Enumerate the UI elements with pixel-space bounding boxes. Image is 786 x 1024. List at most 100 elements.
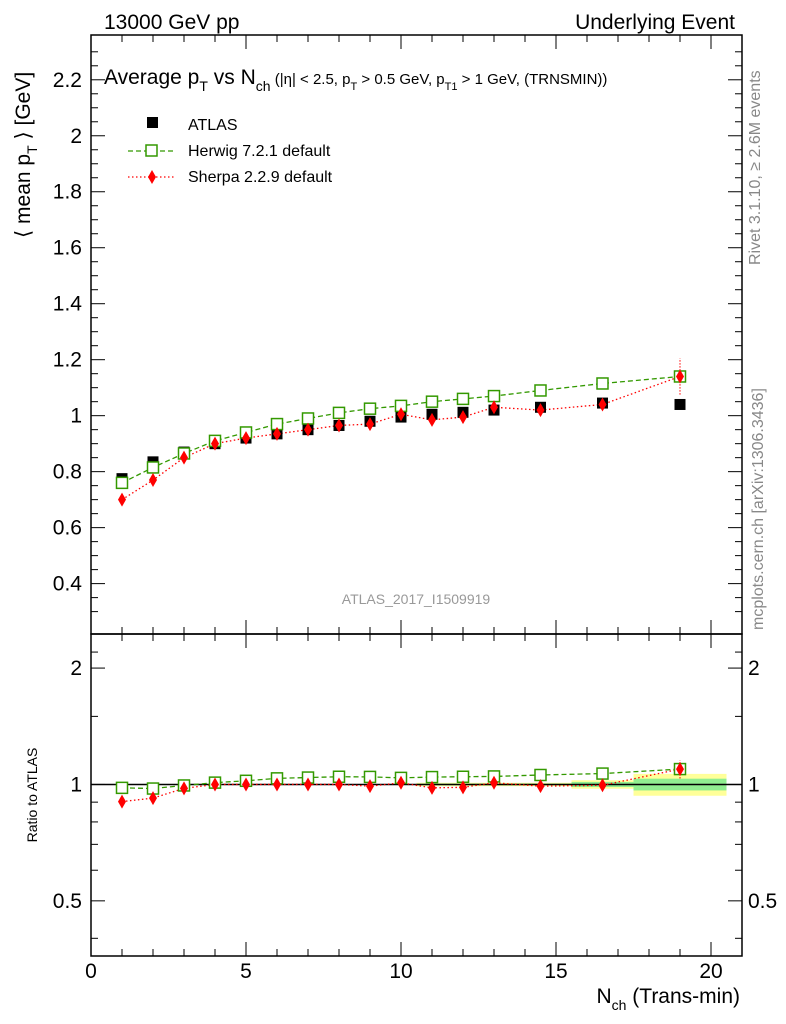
herwig-point <box>534 384 547 397</box>
header-left: 13000 GeV pp <box>104 11 239 34</box>
sherpa-point <box>242 431 250 446</box>
side-label-mcplots: mcplots.cern.ch [arXiv:1306.3436] <box>750 388 767 630</box>
x-tick-label: 0 <box>85 960 97 983</box>
title-cuts-3: > 1 GeV, (TRNSMIN)) <box>458 71 608 88</box>
legend-marker-herwig <box>145 144 158 157</box>
header-right: Underlying Event <box>575 11 735 34</box>
legend: ATLAS Herwig 7.2.1 default Sherpa 2.2.9 … <box>128 117 333 186</box>
sherpa-point <box>366 417 374 432</box>
y-axis-label-main: ⟨ mean pT ⟩ [GeV] <box>12 72 40 238</box>
sherpa-ratio-point <box>536 779 545 794</box>
y-axis-label-main-pre: ⟨ mean p <box>12 154 35 238</box>
title-cuts-1-sub: T <box>350 81 357 93</box>
herwig-point <box>487 389 501 403</box>
herwig-point <box>363 402 377 415</box>
sherpa-ratio-point <box>273 777 281 792</box>
x-tick-label: 15 <box>544 960 567 983</box>
sherpa-ratio-point <box>118 794 126 809</box>
sherpa-ratio-point <box>676 762 684 777</box>
y-tick-label: 0.8 <box>53 461 82 484</box>
side-label-rivet: Rivet 3.1.10, ≥ 2.6M events <box>747 70 764 265</box>
y-tick-label: 1.4 <box>53 293 83 316</box>
x-tick-label: 20 <box>699 960 722 983</box>
sherpa-point <box>211 436 219 451</box>
herwig-line <box>121 375 681 484</box>
legend-label-sherpa: Sherpa 2.2.9 default <box>188 169 333 186</box>
herwig-point <box>301 412 315 425</box>
sherpa-point <box>273 426 281 441</box>
ratio-tick-label-right: 2 <box>748 657 760 680</box>
tick-labels: 0 5 10 15 20 0.4 0.6 0.8 1 1.2 1.4 1.6 1.8 2 2.2 0.5 0.5… <box>53 69 777 983</box>
sherpa-point <box>676 369 684 384</box>
sherpa-line <box>121 375 681 501</box>
series-ratio <box>115 760 687 809</box>
sherpa-ratio-point <box>149 791 157 806</box>
sherpa-ratio-point <box>397 775 405 790</box>
x-tick-label: 5 <box>240 960 252 983</box>
y-tick-label: 1.8 <box>53 181 82 204</box>
series-main <box>115 358 687 507</box>
sherpa-point <box>397 407 405 422</box>
axis-ticks <box>90 35 743 956</box>
sherpa-ratio-point <box>490 775 498 790</box>
title-main: Average p <box>104 66 199 89</box>
herwig-point <box>456 392 470 406</box>
legend-marker-sherpa <box>148 170 156 184</box>
title-cuts-1: (|η| < 2.5, p <box>271 71 351 88</box>
herwig-point <box>425 395 439 408</box>
sherpa-point <box>118 492 126 507</box>
sherpa-point <box>149 473 157 488</box>
herwig-ratio-point <box>534 768 547 782</box>
sherpa-ratio-point <box>180 781 188 796</box>
y-tick-label: 0.6 <box>53 517 82 540</box>
title-vs-sub: ch <box>256 78 271 94</box>
sherpa-point <box>180 450 188 465</box>
x-axis-label-post: (Trans-min) <box>626 985 740 1008</box>
sherpa-ratio-point <box>242 777 250 792</box>
y-tick-label: 2 <box>70 125 82 148</box>
x-axis-label: Nch (Trans-min) <box>596 985 740 1013</box>
herwig-ratio-line <box>121 768 681 790</box>
sherpa-point <box>304 422 312 437</box>
ratio-tick-label-left: 0.5 <box>53 890 82 913</box>
title-cuts-2: > 0.5 GeV, p <box>357 71 444 88</box>
sherpa-point <box>335 418 343 433</box>
y-tick-label: 1.6 <box>53 237 82 260</box>
ratio-tick-label-right: 0.5 <box>748 890 777 913</box>
sherpa-ratio-point <box>366 779 374 794</box>
plot-title: Average pT vs Nch (|η| < 2.5, pT > 0.5 G… <box>104 66 607 94</box>
sherpa-ratio-point <box>598 778 607 793</box>
herwig-point <box>596 377 609 390</box>
sherpa-point <box>459 410 467 425</box>
herwig-point <box>332 406 346 420</box>
y-axis-label-main-post: ⟩ [GeV] <box>12 72 35 146</box>
sherpa-ratio-point <box>428 780 436 795</box>
atlas-point <box>674 398 686 410</box>
sherpa-ratio-point <box>335 777 343 792</box>
sherpa-point <box>490 400 498 415</box>
ratio-plot-frame <box>90 633 743 957</box>
herwig-ratio-point <box>596 767 609 780</box>
x-axis-label-pre: N <box>596 985 611 1008</box>
y-axis-label-ratio: Ratio to ATLAS <box>24 748 40 843</box>
x-tick-label: 10 <box>389 960 412 983</box>
y-tick-label: 1 <box>70 405 82 428</box>
legend-label-atlas: ATLAS <box>188 117 238 134</box>
title-vs: vs N <box>208 66 256 89</box>
sherpa-point <box>536 403 545 418</box>
analysis-watermark: ATLAS_2017_I1509919 <box>342 591 491 607</box>
ratio-tick-label-left: 2 <box>70 657 82 680</box>
herwig-point <box>115 476 129 490</box>
legend-label-herwig: Herwig 7.2.1 default <box>188 143 331 160</box>
y-tick-label: 1.2 <box>53 349 82 372</box>
x-axis-label-sub: ch <box>612 997 627 1013</box>
sherpa-ratio-point <box>211 777 219 792</box>
y-axis-label-main-sub: T <box>24 145 40 154</box>
sherpa-ratio-point <box>304 777 312 792</box>
ratio-tick-label-right: 1 <box>748 773 760 796</box>
herwig-point <box>146 461 160 474</box>
legend-marker-atlas <box>147 117 158 128</box>
sherpa-point <box>598 397 607 412</box>
y-tick-label: 0.4 <box>53 573 83 596</box>
